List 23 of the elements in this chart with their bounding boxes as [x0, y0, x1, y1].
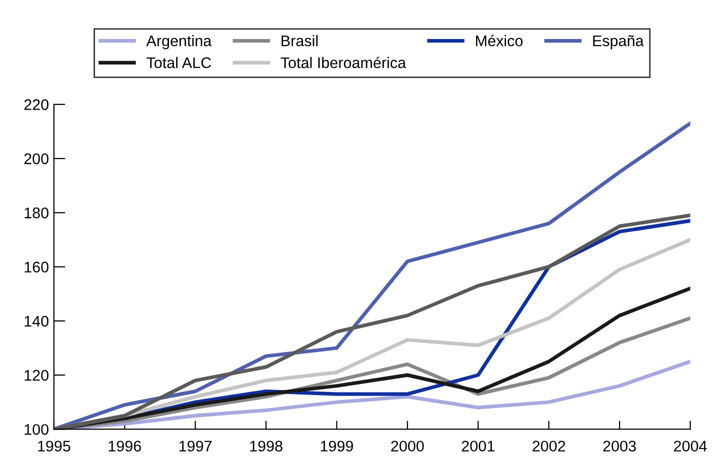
y-tick-label: 120: [24, 370, 48, 381]
x-tick-label: 2001: [462, 440, 494, 452]
x-tick-label: 2003: [603, 440, 636, 452]
legend-label: Total Iberoamérica: [280, 56, 406, 68]
legend-label: México: [476, 34, 523, 46]
y-tick-label: 220: [24, 99, 48, 110]
x-tick-label: 2000: [391, 440, 424, 452]
x-tick-label: 1998: [250, 440, 282, 452]
y-tick-label: 160: [24, 262, 48, 272]
legend-label: Argentina: [146, 35, 212, 50]
y-tick-label: 180: [24, 208, 48, 218]
y-tick-label: 200: [24, 153, 48, 164]
x-tick-label: 2004: [674, 440, 707, 452]
legend-label: España: [593, 35, 644, 50]
legend-label: Brasil: [282, 35, 318, 46]
y-tick-label: 140: [24, 316, 48, 327]
x-tick-label: 1997: [180, 440, 212, 452]
x-tick-label: 2002: [532, 440, 566, 452]
x-tick-label: 1995: [38, 440, 70, 452]
legend-label: Total ALC: [146, 56, 212, 68]
y-tick-label: 100: [24, 424, 48, 435]
x-tick-label: 1996: [108, 440, 141, 452]
x-tick-label: 1999: [320, 440, 354, 452]
